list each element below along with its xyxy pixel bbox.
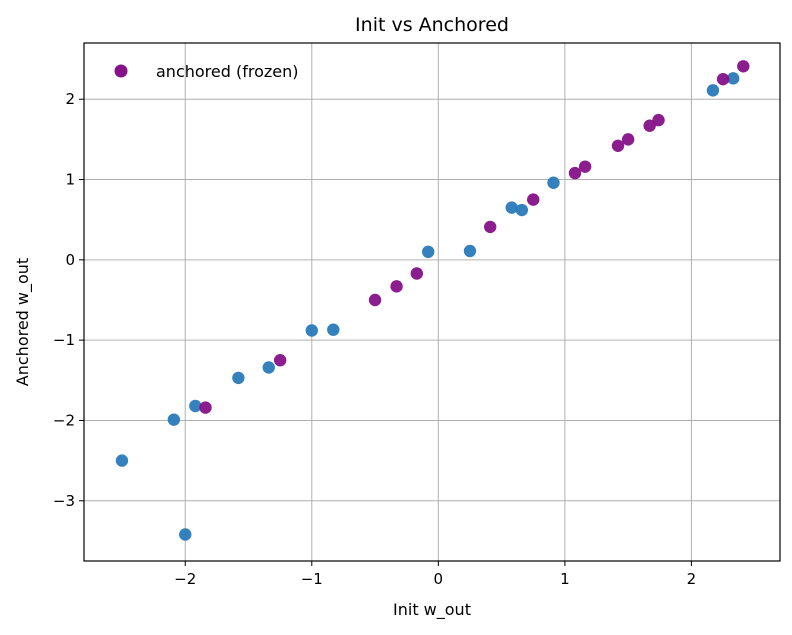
- y-tick-label: −1: [53, 331, 75, 349]
- scatter-point: [390, 280, 403, 293]
- scatter-point: [484, 220, 497, 234]
- scatter-point: [578, 160, 592, 173]
- scatter-point: [410, 267, 424, 280]
- scatter-point: [115, 454, 129, 467]
- scatter-point: [737, 60, 750, 73]
- x-tick-label: −2: [174, 570, 196, 588]
- y-axis-label: Anchored w_out: [13, 258, 33, 386]
- scatter-point: [643, 119, 656, 132]
- scatter-point: [189, 399, 202, 413]
- grid-lines: [84, 43, 780, 561]
- scatter-point: [716, 72, 730, 86]
- scatter-point: [621, 133, 635, 146]
- scatter-point: [262, 361, 275, 374]
- scatter-point: [726, 72, 740, 85]
- scatter-point: [327, 323, 340, 336]
- scatter-point: [167, 413, 181, 426]
- data-points: [115, 60, 750, 541]
- scatter-point: [515, 203, 529, 217]
- scatter-point: [527, 193, 540, 206]
- scatter-point: [179, 528, 192, 541]
- y-tick-label: −3: [53, 492, 75, 510]
- legend-marker: [114, 64, 128, 78]
- legend-label: anchored (frozen): [156, 62, 299, 81]
- scatter-point: [305, 324, 318, 337]
- scatter-point: [273, 354, 287, 367]
- scatter-point: [232, 371, 245, 385]
- legend: anchored (frozen): [114, 62, 299, 81]
- scatter-point: [547, 176, 560, 189]
- scatter-point: [422, 245, 435, 259]
- y-tick-label: 0: [65, 251, 75, 269]
- scatter-point: [652, 113, 665, 127]
- y-tick-label: 1: [65, 171, 75, 189]
- scatter-point: [368, 293, 382, 307]
- scatter-point: [199, 401, 212, 414]
- x-tick-label: 2: [687, 570, 697, 588]
- y-tick-label: −2: [53, 411, 75, 429]
- y-tick-label: 2: [65, 90, 75, 108]
- scatter-point: [706, 84, 720, 97]
- x-axis-label: Init w_out: [393, 600, 471, 620]
- x-tick-label: 0: [434, 570, 444, 588]
- scatter-point: [568, 166, 582, 180]
- chart-title: Init vs Anchored: [355, 14, 509, 36]
- scatter-point: [611, 139, 625, 152]
- plot-frame: [83, 42, 781, 562]
- x-tick-label: 1: [560, 570, 570, 588]
- x-tick-label: −1: [301, 570, 323, 588]
- axis-ticks: −2 −1 0 1 2 −3 −2 −1 0 1 2: [53, 90, 696, 588]
- scatter-point: [463, 244, 477, 258]
- scatter-point: [505, 201, 518, 214]
